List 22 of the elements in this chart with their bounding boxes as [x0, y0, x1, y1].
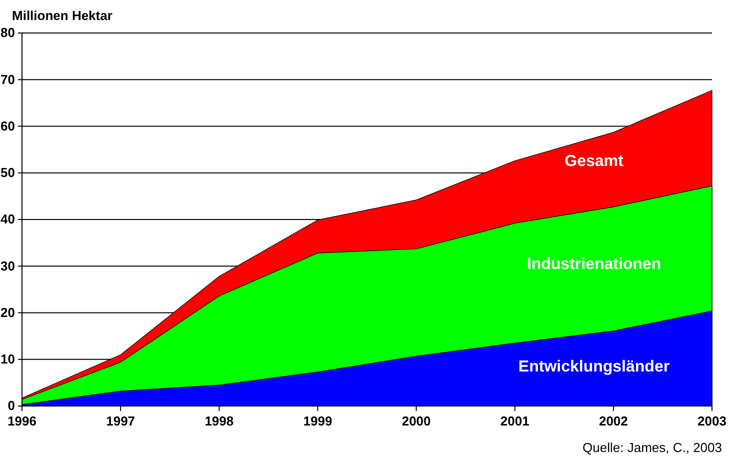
- source-note: Quelle: James, C., 2003: [582, 440, 722, 455]
- y-tick-label: 70: [0, 72, 15, 87]
- y-tick-label: 50: [0, 165, 15, 180]
- x-tick-label: 2003: [698, 414, 726, 429]
- y-tick-label: 40: [0, 212, 15, 227]
- y-tick-label: 60: [0, 118, 15, 134]
- y-tick-label: 80: [0, 25, 15, 40]
- y-tick-label: 10: [0, 352, 15, 367]
- series-label: Entwicklungsländer: [518, 358, 670, 376]
- y-tick-label: 30: [0, 258, 15, 274]
- y-tick-label: 0: [8, 398, 15, 414]
- y-tick-label: 20: [0, 304, 15, 320]
- x-tick-label: 1998: [204, 414, 234, 429]
- series-label: Industrienationen: [526, 256, 662, 273]
- x-tick-label: 2001: [500, 414, 530, 429]
- y-axis-title: Millionen Hektar: [12, 8, 112, 23]
- x-tick-label: 2002: [598, 414, 628, 429]
- series-label: Gesamt: [564, 153, 624, 170]
- x-tick-label: 1996: [8, 414, 36, 429]
- x-tick-label: 1999: [303, 414, 332, 429]
- x-tick-label: 2000: [402, 414, 431, 429]
- x-tick-label: 1997: [106, 414, 136, 429]
